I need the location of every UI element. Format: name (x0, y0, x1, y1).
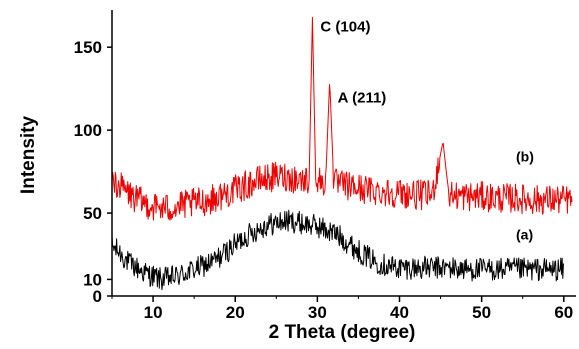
x-tick-label: 10 (144, 303, 163, 322)
x-tick-label: 60 (554, 303, 573, 322)
y-axis-title: Intensity (18, 116, 39, 195)
peak-annotation: A (211) (338, 89, 387, 106)
axes-layer (111, 10, 576, 297)
series-label-b: (b) (516, 149, 534, 165)
peak-annotation: C (104) (320, 18, 370, 35)
x-tick-label: 40 (390, 303, 409, 322)
series-label-a: (a) (516, 227, 533, 243)
y-tick-label: 150 (74, 38, 102, 57)
y-tick-label: 0 (93, 287, 102, 306)
y-tick-label: 50 (83, 204, 102, 223)
x-tick-label: 20 (226, 303, 245, 322)
x-axis-title: 2 Theta (degree) (269, 322, 416, 343)
x-tick-label: 30 (308, 303, 327, 322)
x-tick-label: 50 (472, 303, 491, 322)
series-line-b (111, 16, 573, 221)
y-tick-label: 10 (83, 270, 102, 289)
series-line-a (111, 209, 564, 291)
labels-layer: 2 Theta (degree) Intensity C (104) A (211) (… (18, 18, 534, 343)
y-tick-label: 100 (74, 121, 102, 140)
series-layer (111, 16, 573, 291)
